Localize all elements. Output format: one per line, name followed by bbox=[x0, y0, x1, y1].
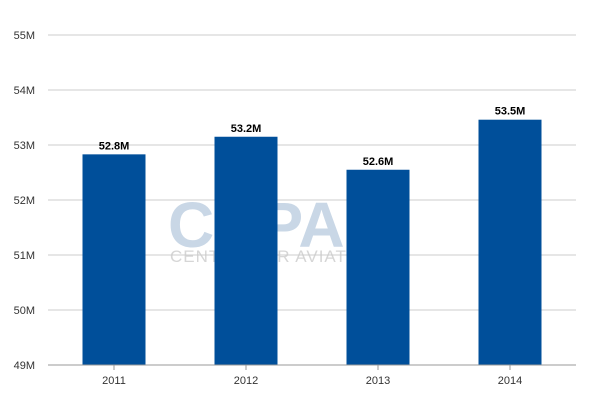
y-tick-label: 50M bbox=[14, 305, 35, 317]
x-tick-label: 2013 bbox=[366, 375, 390, 387]
y-tick-label: 52M bbox=[14, 195, 35, 207]
bar-2011 bbox=[82, 154, 146, 365]
bar-2013 bbox=[346, 169, 410, 365]
data-label: 52.8M bbox=[99, 140, 130, 152]
bars: 52.8M 53.2M 52.6M 53.5M bbox=[82, 106, 542, 365]
y-axis-ticks: 49M 50M 51M 52M 53M 54M 55M bbox=[14, 30, 35, 372]
bar-2014 bbox=[478, 119, 542, 365]
x-tick-label: 2012 bbox=[234, 375, 258, 387]
y-tick-label: 55M bbox=[14, 30, 35, 42]
data-label: 53.2M bbox=[231, 123, 262, 135]
data-label: 52.6M bbox=[363, 156, 394, 168]
bar-2012 bbox=[214, 136, 278, 365]
x-axis: 2011 2012 2013 2014 bbox=[48, 364, 576, 387]
x-tick-label: 2014 bbox=[498, 375, 522, 387]
y-tick-label: 49M bbox=[14, 360, 35, 372]
y-tick-label: 51M bbox=[14, 250, 35, 262]
x-tick-label: 2011 bbox=[102, 375, 126, 387]
y-tick-label: 54M bbox=[14, 85, 35, 97]
data-label: 53.5M bbox=[495, 106, 526, 118]
y-tick-label: 53M bbox=[14, 140, 35, 152]
